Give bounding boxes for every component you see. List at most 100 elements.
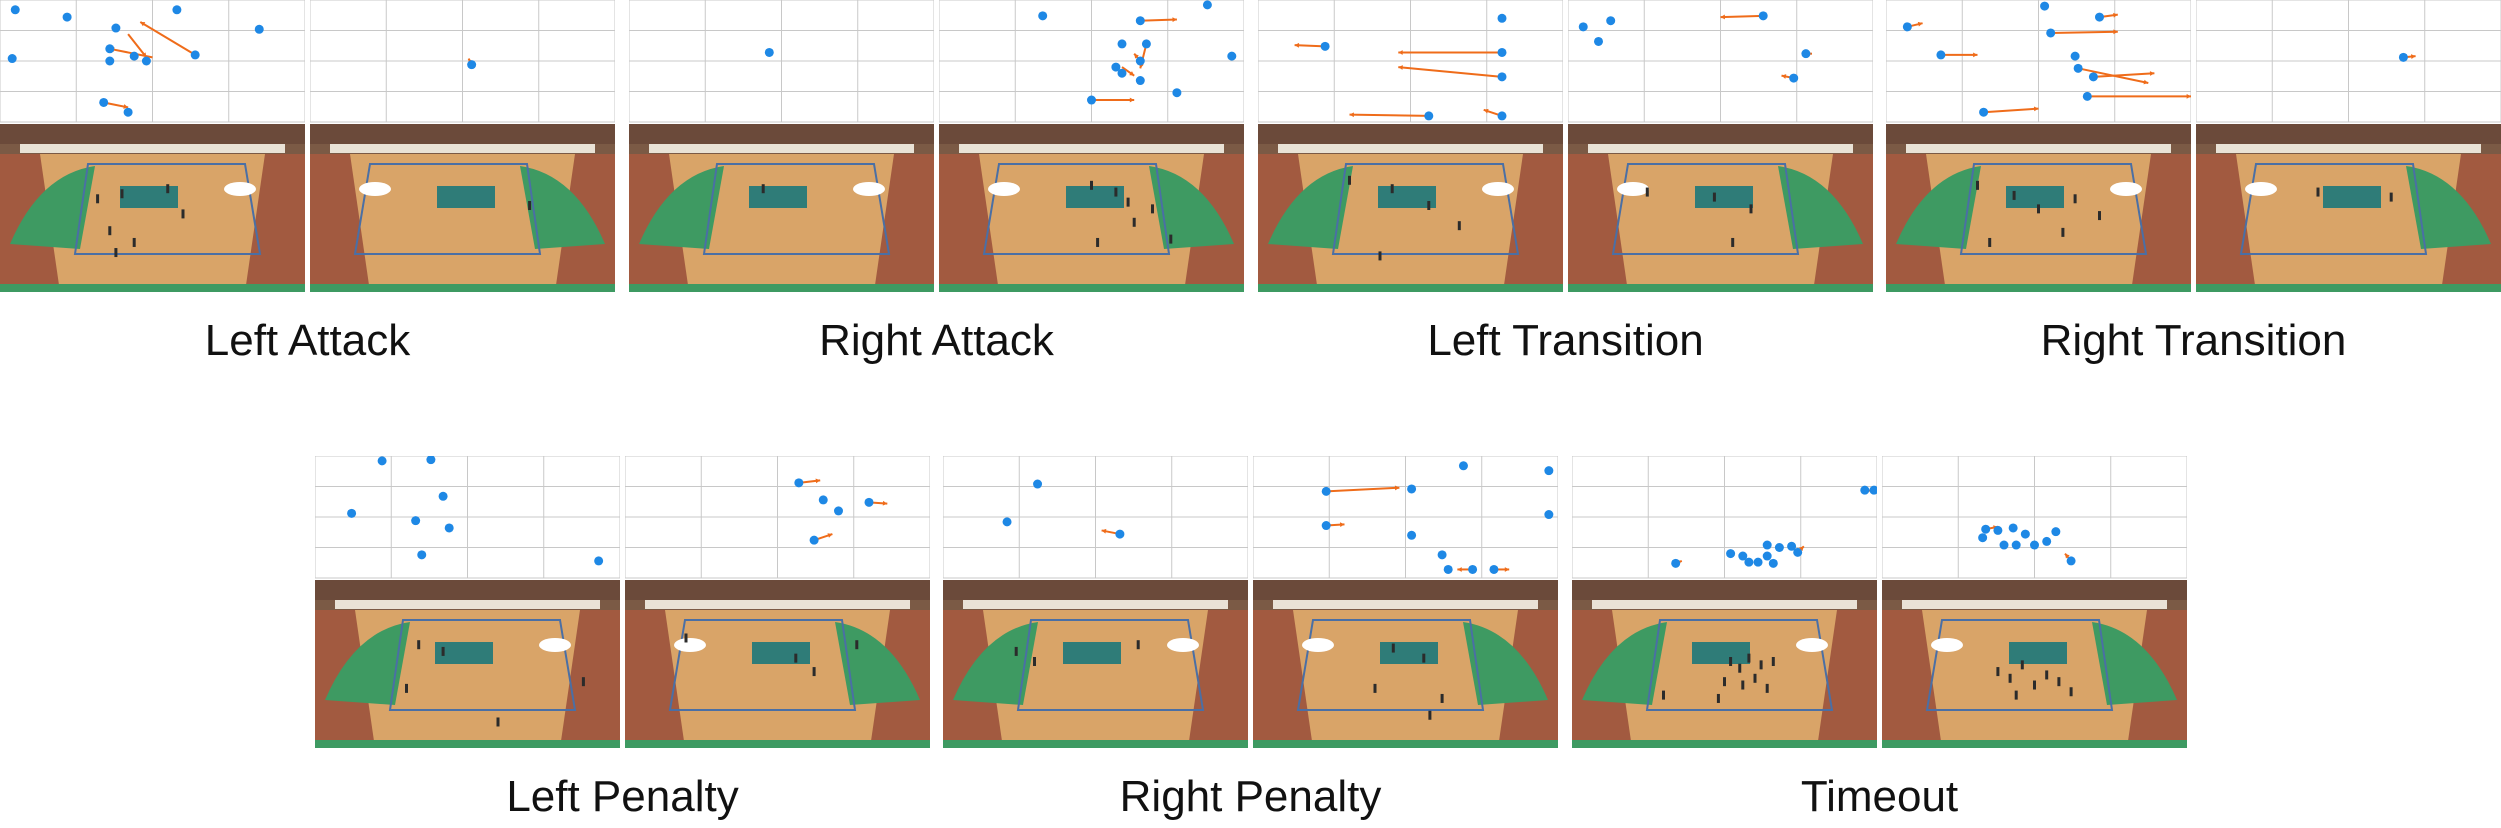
player-figure [1716, 693, 1720, 703]
arrow-head [882, 500, 888, 506]
player-dot [1606, 16, 1616, 26]
arrow-head [815, 478, 821, 484]
half-svg [0, 0, 305, 292]
center-court [1066, 186, 1124, 208]
player-figure [1391, 643, 1395, 653]
view-right [939, 0, 1244, 292]
player-dot [1787, 541, 1797, 551]
player-dot [254, 24, 264, 34]
player-dot [467, 60, 477, 70]
player-figure [2057, 677, 2061, 687]
player-dot [1437, 550, 1447, 560]
center-court [2006, 186, 2064, 208]
player-dot [1594, 36, 1603, 46]
court-lines [702, 163, 891, 255]
player-figure [1988, 237, 1992, 247]
sideline-strip [1572, 740, 1877, 748]
player-dot [818, 495, 828, 505]
player-dot [347, 508, 357, 518]
motion-arrow [127, 33, 148, 58]
player-figure [166, 184, 170, 194]
player-figure [1457, 221, 1461, 231]
player-dot [1789, 73, 1799, 83]
arrow-head [2065, 553, 2070, 559]
side-tribune [2131, 154, 2191, 292]
court-lines [1331, 163, 1520, 255]
player-figure [581, 677, 585, 687]
side-tribune [1817, 610, 1877, 748]
sideline-strip [625, 740, 930, 748]
player-dot [1141, 39, 1151, 49]
panel-right-attack [629, 0, 1244, 292]
half-svg [939, 0, 1244, 292]
player-dot [1117, 39, 1127, 49]
player-figure [2045, 670, 2049, 680]
player-figure [1712, 192, 1716, 202]
floor-logo [1931, 638, 1963, 652]
player-figure [2316, 187, 2320, 197]
player-dot [123, 107, 133, 117]
player-dot [105, 44, 115, 54]
player-figure [1996, 667, 2000, 677]
arrow-head [1129, 71, 1135, 76]
player-figure [1422, 653, 1426, 663]
player-figure [2069, 687, 2073, 697]
player-dot [1002, 517, 1012, 527]
player-dot [1768, 558, 1778, 568]
floor-logo [674, 638, 706, 652]
court-lines [1925, 619, 2114, 711]
floor-logo [1617, 182, 1649, 196]
arrow-head [1394, 485, 1400, 491]
court-view [943, 580, 1248, 748]
arrow-head [1781, 74, 1787, 79]
caption-left-penalty: Left Penalty [506, 772, 739, 821]
player-dot [438, 491, 448, 501]
player-dot [1033, 479, 1043, 489]
goal-area [2092, 622, 2177, 705]
player-dot [1762, 551, 1772, 561]
player-figure [1373, 683, 1377, 693]
sideline-strip [1882, 740, 2187, 748]
half-svg [1253, 456, 1558, 748]
court-view [629, 124, 934, 292]
player-figure [496, 717, 500, 727]
player-dot [1227, 51, 1237, 61]
player-dot [1860, 485, 1870, 495]
player-dot [809, 535, 819, 545]
player-figure [1096, 237, 1100, 247]
player-dot [2046, 28, 2056, 38]
motion-arrow [1398, 66, 1503, 78]
player-dot [2088, 72, 2098, 82]
player-dot [105, 56, 115, 66]
sideline-strip [310, 284, 615, 292]
player-figure [120, 189, 124, 199]
court-view [1572, 580, 1877, 748]
side-tribune [939, 154, 999, 292]
goal-area [639, 166, 724, 249]
player-figure [1771, 657, 1775, 666]
player-dot [1087, 95, 1096, 105]
sideline-strip [1253, 740, 1558, 748]
player-dot [1936, 50, 1946, 60]
motion-arrow [1294, 44, 1326, 48]
advertising-boards [1906, 144, 2171, 153]
player-dot [864, 497, 874, 507]
player-figure [2061, 227, 2065, 237]
player-dot [1038, 11, 1048, 21]
advertising-boards [1588, 144, 1853, 153]
player-figure [1741, 680, 1745, 690]
floor-logo [988, 182, 1020, 196]
motion-arrow [1720, 14, 1764, 19]
stands [625, 580, 930, 600]
player-dot [2040, 1, 2050, 11]
goal-area [1149, 166, 1234, 249]
player-figure [2073, 194, 2077, 204]
player-dot [1115, 529, 1125, 539]
half-svg [1568, 0, 1873, 292]
arrow-head [1101, 528, 1107, 534]
player-dot [99, 97, 109, 107]
player-dot [1407, 530, 1417, 540]
motion-arrow [139, 21, 196, 56]
view-left [943, 456, 1248, 748]
view-left [1886, 0, 2191, 292]
